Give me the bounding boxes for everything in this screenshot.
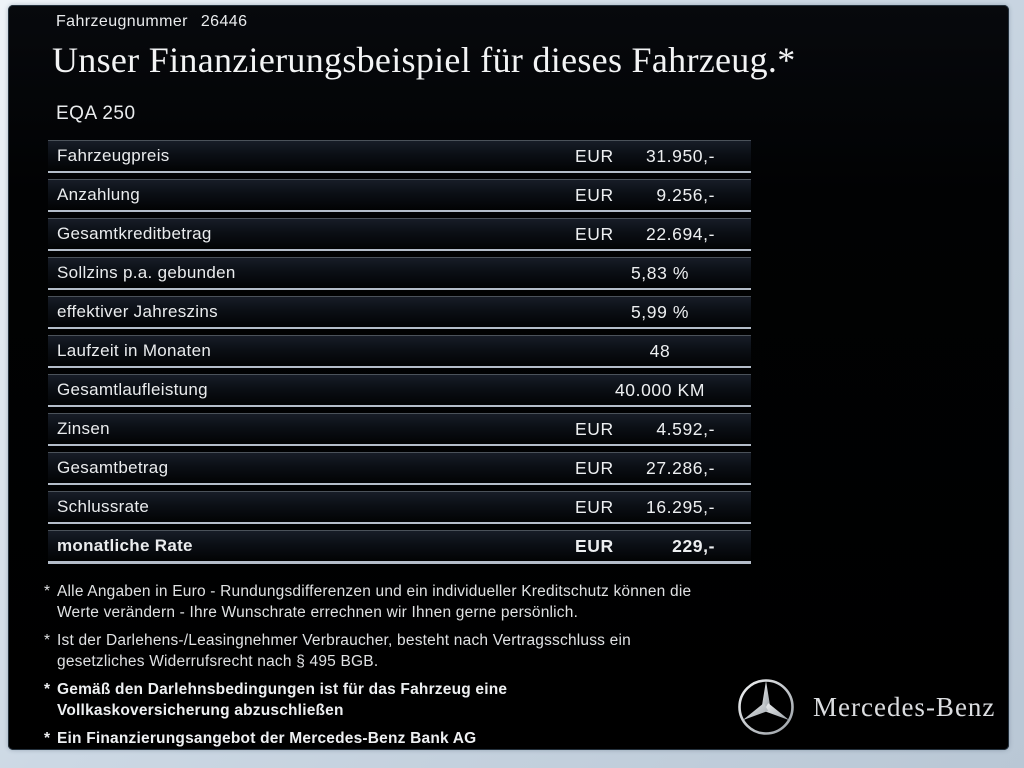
row-label: Gesamtbetrag: [57, 458, 169, 477]
table-row: Fahrzeugpreis EUR 31.950,-: [48, 140, 751, 173]
footnote: * Gemäß den Darlehnsbedingungen ist für …: [44, 679, 750, 721]
row-currency: EUR: [575, 457, 614, 478]
vehicle-number-label: Fahrzeugnummer: [56, 13, 188, 30]
row-label: Fahrzeugpreis: [57, 146, 170, 165]
row-label: monatliche Rate: [57, 536, 193, 555]
row-label: Schlussrate: [57, 497, 150, 516]
table-row: Gesamtlaufleistung 40.000 KM: [48, 374, 751, 407]
finance-table: Fahrzeugpreis EUR 31.950,- Anzahlung EUR…: [48, 140, 751, 570]
footnote-marker: *: [44, 730, 51, 747]
mercedes-star-icon: [738, 679, 794, 735]
row-amount: 22.694,-: [645, 223, 715, 244]
row-value: 5,99 %: [569, 302, 751, 323]
footnote-text: Gemäß den Darlehnsbedingungen ist für da…: [57, 681, 508, 719]
row-value: EUR 4.592,-: [569, 419, 751, 440]
row-amount: 5,83 %: [630, 262, 690, 283]
row-amount: 5,99 %: [630, 301, 690, 322]
table-row: Anzahlung EUR 9.256,-: [48, 179, 751, 212]
row-currency: EUR: [575, 223, 614, 244]
table-row: Zinsen EUR 4.592,-: [48, 413, 751, 446]
footnote-text: Alle Angaben in Euro - Rundungsdifferenz…: [57, 583, 692, 621]
footnote-marker: *: [44, 681, 51, 698]
row-value: EUR 16.295,-: [569, 497, 751, 518]
row-amount: 229,-: [672, 535, 715, 556]
row-value: EUR 229,-: [569, 536, 751, 557]
row-label: effektiver Jahreszins: [57, 302, 218, 321]
table-row: Laufzeit in Monaten 48: [48, 335, 751, 368]
row-currency: EUR: [575, 418, 614, 439]
row-currency: EUR: [575, 184, 614, 205]
row-amount: 4.592,-: [656, 418, 715, 439]
page-title: Unser Finanzierungsbeispiel für dieses F…: [52, 40, 796, 80]
row-value: 48: [569, 341, 751, 362]
table-row: Gesamtkreditbetrag EUR 22.694,-: [48, 218, 751, 251]
row-amount: 27.286,-: [645, 457, 715, 478]
row-currency: EUR: [575, 496, 614, 517]
row-label: Gesamtkreditbetrag: [57, 224, 212, 243]
row-amount: 40.000 KM: [614, 379, 706, 400]
row-label: Laufzeit in Monaten: [57, 341, 212, 360]
footnotes: * Alle Angaben in Euro - Rundungsdiffere…: [44, 581, 750, 756]
row-currency: EUR: [575, 145, 614, 166]
row-label: Zinsen: [57, 419, 110, 438]
table-row: monatliche Rate EUR 229,-: [48, 530, 751, 564]
table-row: Sollzins p.a. gebunden 5,83 %: [48, 257, 751, 290]
footnote-marker: *: [44, 632, 51, 649]
row-value: EUR 22.694,-: [569, 224, 751, 245]
footnote: * Ein Finanzierungsangebot der Mercedes-…: [44, 728, 750, 749]
row-amount: 16.295,-: [645, 496, 715, 517]
row-value: 5,83 %: [569, 263, 751, 284]
footnote: * Alle Angaben in Euro - Rundungsdiffere…: [44, 581, 750, 623]
footnote-marker: *: [44, 583, 51, 600]
row-currency: EUR: [575, 535, 614, 556]
row-amount: 48: [649, 340, 671, 361]
row-value: EUR 9.256,-: [569, 185, 751, 206]
vehicle-number-value: 26446: [200, 13, 248, 30]
table-row: Gesamtbetrag EUR 27.286,-: [48, 452, 751, 485]
row-amount: 9.256,-: [656, 184, 715, 205]
brand-wordmark: Mercedes-Benz: [813, 691, 996, 722]
row-value: EUR 31.950,-: [569, 146, 751, 167]
table-row: Schlussrate EUR 16.295,-: [48, 491, 751, 524]
row-value: EUR 27.286,-: [569, 458, 751, 479]
vehicle-model: EQA 250: [56, 103, 136, 124]
footnote-text: Ist der Darlehens-/Leasingnehmer Verbrau…: [57, 632, 631, 670]
table-row: effektiver Jahreszins 5,99 %: [48, 296, 751, 329]
footnote-text: Ein Finanzierungsangebot der Mercedes-Be…: [57, 730, 477, 747]
footnote: * Ist der Darlehens-/Leasingnehmer Verbr…: [44, 630, 750, 672]
row-label: Sollzins p.a. gebunden: [57, 263, 236, 282]
brand-area: Mercedes-Benz: [734, 675, 995, 739]
row-label: Anzahlung: [57, 185, 141, 204]
vehicle-number: Fahrzeugnummer 26446: [56, 13, 247, 31]
row-value: 40.000 KM: [569, 380, 751, 401]
row-label: Gesamtlaufleistung: [57, 380, 208, 399]
row-amount: 31.950,-: [645, 145, 715, 166]
finance-offer-panel: Fahrzeugnummer 26446 Unser Finanzierungsb…: [8, 5, 1009, 750]
